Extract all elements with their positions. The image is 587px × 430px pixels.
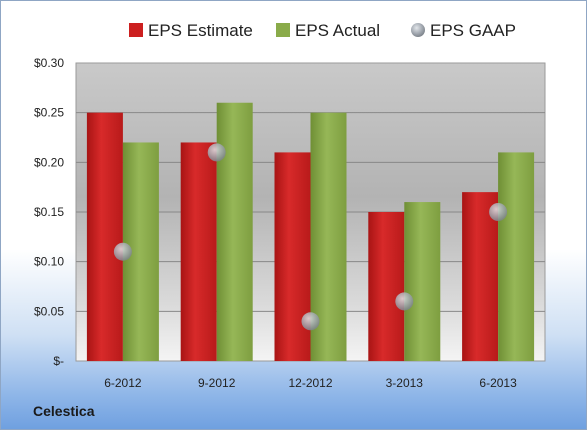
- bar-eps-actual: [404, 202, 441, 361]
- legend-swatch-eps-actual: [276, 23, 290, 37]
- bar-eps-estimate: [274, 152, 311, 361]
- bar-eps-actual: [498, 152, 535, 361]
- y-tick-label: $0.10: [34, 255, 64, 269]
- x-tick-label: 3-2013: [386, 376, 424, 390]
- legend-marker-eps-gaap: [411, 23, 425, 37]
- marker-eps-gaap: [301, 312, 320, 331]
- y-tick-label: $0.30: [34, 56, 64, 70]
- bar-eps-estimate: [368, 212, 405, 361]
- marker-eps-gaap: [395, 292, 414, 311]
- x-tick-label: 6-2012: [104, 376, 142, 390]
- company-name: Celestica: [33, 403, 95, 419]
- marker-eps-gaap: [113, 242, 132, 261]
- y-tick-label: $-: [53, 354, 64, 368]
- marker-eps-gaap: [489, 203, 508, 221]
- y-tick-label: $0.25: [34, 106, 64, 120]
- marker-eps-gaap: [207, 143, 226, 162]
- bar-eps-estimate: [180, 142, 217, 361]
- legend-label: EPS Actual: [295, 21, 380, 40]
- legend-label: EPS GAAP: [430, 21, 516, 40]
- y-tick-label: $0.05: [34, 304, 64, 318]
- legend-label: EPS Estimate: [148, 21, 253, 40]
- x-tick-label: 12-2012: [288, 376, 332, 390]
- x-tick-label: 6-2013: [479, 376, 517, 390]
- bar-eps-estimate: [86, 112, 123, 362]
- y-tick-label: $0.15: [34, 205, 64, 219]
- x-tick-label: 9-2012: [198, 376, 236, 390]
- bar-eps-actual: [216, 102, 253, 361]
- legend-swatch-eps-estimate: [129, 23, 143, 37]
- y-tick-label: $0.20: [34, 155, 64, 169]
- bar-eps-estimate: [462, 192, 499, 361]
